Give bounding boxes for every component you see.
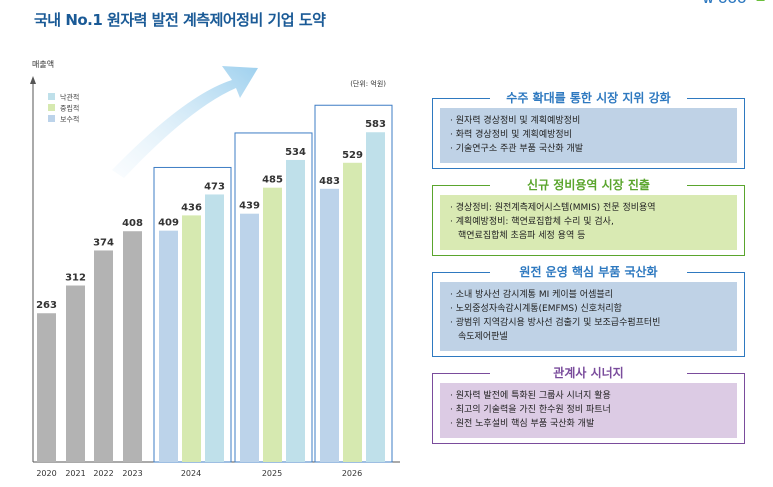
strategy-section: 수주 확대를 통한 시장 지위 강화 · 원자력 경상정비 및 계획예방정비 · 화… xyxy=(432,88,745,169)
bar-forecast xyxy=(320,188,339,462)
section-bullet-item: · 노외중성자속감시계통(EMFMS) 신호처리함 xyxy=(450,304,622,314)
section-header: 관계사 시너지 xyxy=(432,363,745,383)
legend-swatch xyxy=(48,93,55,100)
growth-arrow-icon xyxy=(112,66,258,178)
bar-value-label: 529 xyxy=(342,150,363,161)
header-rule xyxy=(687,373,745,374)
header-rule xyxy=(432,185,490,186)
header-rule xyxy=(687,272,745,273)
bar-forecast xyxy=(366,132,385,462)
section-bullet-item: · 소내 방사선 감시계통 MI 케이블 어셈블리 xyxy=(450,290,613,300)
bar-value-label: 374 xyxy=(93,237,114,248)
section-bullet-item: 핵연료집합체 초음파 세정 용역 등 xyxy=(458,231,586,241)
bar-forecast xyxy=(182,215,201,462)
section-content: · 소내 방사선 감시계통 MI 케이블 어셈블리 · 노외중성자속감시계통(EM… xyxy=(440,282,737,351)
bar-actual xyxy=(37,313,56,462)
section-title: 신규 정비용역 시장 진출 xyxy=(527,178,650,192)
bar-value-label: 473 xyxy=(204,181,225,192)
strategy-section: 신규 정비용역 시장 진출 · 경상정비: 원전계측제어시스템(MMIS) 전문 … xyxy=(432,175,745,256)
section-bullet-item: 속도제어판넬 xyxy=(458,332,508,342)
section-bullet-item: · 화력 경상정비 및 계획예방정비 xyxy=(450,130,572,140)
x-tick-label: 2023 xyxy=(122,469,142,478)
section-bullet-item: · 계획예방정비: 핵연료집합체 수리 및 검사, xyxy=(450,217,614,227)
y-axis-label: 매출액 xyxy=(32,59,54,69)
bar-value-label: 583 xyxy=(365,119,386,130)
header-rule xyxy=(432,98,490,99)
bar-value-label: 483 xyxy=(319,176,340,187)
section-bullet-item: · 경상정비: 원전계측제어시스템(MMIS) 전문 정비용역 xyxy=(450,203,656,213)
x-tick-label: 2025 xyxy=(262,469,282,478)
section-content: · 원자력 발전에 특화된 그룹사 시너지 활용 · 최고의 기술력을 가진 한수… xyxy=(440,383,737,438)
page-title: 국내 No.1 원자력 발전 계측제어정비 기업 도약 xyxy=(34,11,326,29)
bar-forecast xyxy=(343,162,362,463)
section-title: 관계사 시너지 xyxy=(553,366,624,380)
section-header: 원전 운영 핵심 부품 국산화 xyxy=(432,262,745,282)
bar-value-label: 436 xyxy=(181,202,202,213)
bar-value-label: 312 xyxy=(65,273,86,284)
x-tick-label: 2021 xyxy=(65,469,85,478)
company-logo-icon: W OOO xyxy=(703,0,765,6)
x-tick-label: 2024 xyxy=(181,469,201,478)
bar-value-label: 485 xyxy=(262,175,283,186)
strategy-section: 원전 운영 핵심 부품 국산화 · 소내 방사선 감시계통 MI 케이블 어셈블리… xyxy=(432,262,745,357)
section-header: 신규 정비용역 시장 진출 xyxy=(432,175,745,195)
header-rule xyxy=(687,98,745,99)
bar-value-label: 408 xyxy=(122,218,143,229)
strategy-panel: 수주 확대를 통한 시장 지위 강화 · 원자력 경상정비 및 계획예방정비 · 화… xyxy=(432,88,745,450)
bar-forecast xyxy=(263,187,282,462)
legend-label: 낙관적 xyxy=(60,93,79,102)
bar-value-label: 439 xyxy=(239,201,260,212)
y-axis-arrow-icon xyxy=(30,76,36,84)
legend-swatch xyxy=(48,115,55,122)
section-bullet-item: · 원전 노후설비 핵심 부품 국산화 개발 xyxy=(450,419,595,429)
bar-actual xyxy=(66,285,85,462)
x-tick-label: 2022 xyxy=(93,469,113,478)
bar-value-label: 263 xyxy=(36,300,57,311)
header-rule xyxy=(432,272,490,273)
section-bullet-item: · 광범위 지역감시용 방사선 검출기 및 보조급수펌프터빈 xyxy=(450,318,661,328)
bar-actual xyxy=(123,231,142,462)
section-content: · 원자력 경상정비 및 계획예방정비 · 화력 경상정비 및 계획예방정비 · 기… xyxy=(440,108,737,163)
section-title: 수주 확대를 통한 시장 지위 강화 xyxy=(506,91,671,105)
bar-forecast xyxy=(205,194,224,462)
x-tick-label: 2020 xyxy=(36,469,56,478)
section-bullet-item: · 기술연구소 주관 부품 국산화 개발 xyxy=(450,144,584,154)
section-bullet-item: · 원자력 경상정비 및 계획예방정비 xyxy=(450,116,581,126)
x-tick-label: 2026 xyxy=(342,469,362,478)
header-rule xyxy=(432,373,490,374)
legend-label: 보수적 xyxy=(60,115,79,124)
section-title: 원전 운영 핵심 부품 국산화 xyxy=(519,265,658,279)
section-bullet-item: · 원자력 발전에 특화된 그룹사 시너지 활용 xyxy=(450,391,611,401)
bar-value-label: 534 xyxy=(285,147,306,158)
section-header: 수주 확대를 통한 시장 지위 강화 xyxy=(432,88,745,108)
header-rule xyxy=(687,185,745,186)
svg-text:W OOO: W OOO xyxy=(703,0,747,6)
section-content: · 경상정비: 원전계측제어시스템(MMIS) 전문 정비용역 · 계획예방정비:… xyxy=(440,195,737,250)
section-frame xyxy=(432,185,745,256)
strategy-section: 관계사 시너지 · 원자력 발전에 특화된 그룹사 시너지 활용 · 최고의 기술력… xyxy=(432,363,745,444)
bar-actual xyxy=(94,250,113,462)
section-frame xyxy=(432,272,745,357)
section-frame xyxy=(432,373,745,444)
section-bullet-item: · 최고의 기술력을 가진 한수원 정비 파트너 xyxy=(450,405,611,415)
bar-value-label: 409 xyxy=(158,218,179,229)
section-frame xyxy=(432,98,745,169)
legend-swatch xyxy=(48,104,55,111)
bar-forecast xyxy=(159,230,178,462)
bar-forecast xyxy=(240,213,259,462)
bar-forecast xyxy=(286,159,305,463)
legend-label: 중립적 xyxy=(60,104,79,113)
unit-note: (단위: 억원) xyxy=(350,79,386,88)
